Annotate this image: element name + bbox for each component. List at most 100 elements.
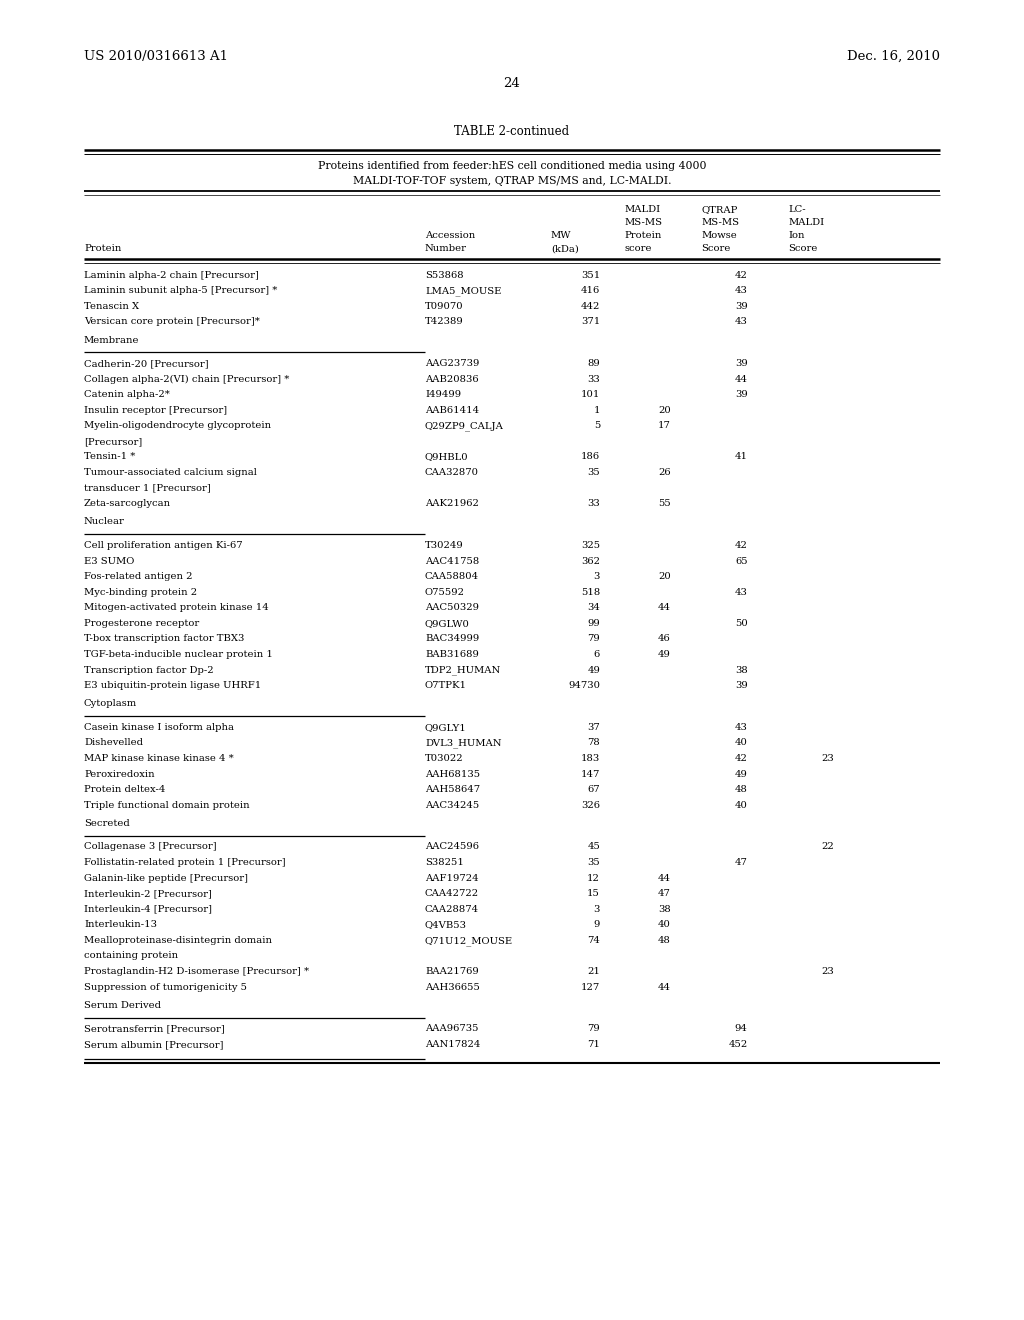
Text: 44: 44 — [657, 982, 671, 991]
Text: 22: 22 — [822, 842, 835, 851]
Text: 38: 38 — [735, 665, 748, 675]
Text: 9: 9 — [594, 920, 600, 929]
Text: 42: 42 — [734, 271, 748, 280]
Text: transducer 1 [Precursor]: transducer 1 [Precursor] — [84, 483, 211, 492]
Text: O75592: O75592 — [425, 587, 465, 597]
Text: Secreted: Secreted — [84, 818, 130, 828]
Text: 79: 79 — [588, 635, 600, 643]
Text: 42: 42 — [734, 754, 748, 763]
Text: Score: Score — [701, 244, 731, 253]
Text: Peroxiredoxin: Peroxiredoxin — [84, 770, 155, 779]
Text: Myelin-oligodendrocyte glycoprotein: Myelin-oligodendrocyte glycoprotein — [84, 421, 271, 430]
Text: Laminin subunit alpha-5 [Precursor] *: Laminin subunit alpha-5 [Precursor] * — [84, 286, 278, 296]
Text: Serum albumin [Precursor]: Serum albumin [Precursor] — [84, 1040, 223, 1049]
Text: 33: 33 — [588, 375, 600, 384]
Text: Catenin alpha-2*: Catenin alpha-2* — [84, 391, 170, 399]
Text: 39: 39 — [735, 359, 748, 368]
Text: 42: 42 — [734, 541, 748, 550]
Text: DVL3_HUMAN: DVL3_HUMAN — [425, 738, 502, 748]
Text: 94: 94 — [734, 1024, 748, 1034]
Text: Q9HBL0: Q9HBL0 — [425, 453, 469, 462]
Text: 183: 183 — [581, 754, 600, 763]
Text: Fos-related antigen 2: Fos-related antigen 2 — [84, 572, 193, 581]
Text: 94730: 94730 — [568, 681, 600, 690]
Text: 20: 20 — [658, 572, 671, 581]
Text: T-box transcription factor TBX3: T-box transcription factor TBX3 — [84, 635, 245, 643]
Text: 371: 371 — [581, 317, 600, 326]
Text: Cytoplasm: Cytoplasm — [84, 700, 137, 709]
Text: T30249: T30249 — [425, 541, 464, 550]
Text: 34: 34 — [587, 603, 600, 612]
Text: MALDI: MALDI — [625, 205, 660, 214]
Text: AAB20836: AAB20836 — [425, 375, 478, 384]
Text: 186: 186 — [581, 453, 600, 462]
Text: 23: 23 — [822, 754, 835, 763]
Text: 46: 46 — [658, 635, 671, 643]
Text: Q9GLW0: Q9GLW0 — [425, 619, 470, 628]
Text: TDP2_HUMAN: TDP2_HUMAN — [425, 665, 501, 676]
Text: 362: 362 — [581, 557, 600, 565]
Text: Q9GLY1: Q9GLY1 — [425, 723, 467, 731]
Text: Cell proliferation antigen Ki-67: Cell proliferation antigen Ki-67 — [84, 541, 243, 550]
Text: 20: 20 — [658, 405, 671, 414]
Text: 325: 325 — [581, 541, 600, 550]
Text: 47: 47 — [734, 858, 748, 867]
Text: [Precursor]: [Precursor] — [84, 437, 142, 446]
Text: 71: 71 — [587, 1040, 600, 1049]
Text: 44: 44 — [657, 603, 671, 612]
Text: Galanin-like peptide [Precursor]: Galanin-like peptide [Precursor] — [84, 874, 248, 883]
Text: 1: 1 — [594, 405, 600, 414]
Text: AAN17824: AAN17824 — [425, 1040, 480, 1049]
Text: E3 SUMO: E3 SUMO — [84, 557, 134, 565]
Text: TGF-beta-inducible nuclear protein 1: TGF-beta-inducible nuclear protein 1 — [84, 649, 272, 659]
Text: 40: 40 — [734, 801, 748, 809]
Text: 47: 47 — [657, 890, 671, 898]
Text: Suppression of tumorigenicity 5: Suppression of tumorigenicity 5 — [84, 982, 247, 991]
Text: Q4VB53: Q4VB53 — [425, 920, 467, 929]
Text: S38251: S38251 — [425, 858, 464, 867]
Text: Protein: Protein — [84, 244, 121, 253]
Text: Mealloproteinase-disintegrin domain: Mealloproteinase-disintegrin domain — [84, 936, 272, 945]
Text: 50: 50 — [735, 619, 748, 628]
Text: 37: 37 — [588, 723, 600, 731]
Text: LMA5_MOUSE: LMA5_MOUSE — [425, 286, 502, 296]
Text: Q71U12_MOUSE: Q71U12_MOUSE — [425, 936, 513, 945]
Text: 48: 48 — [657, 936, 671, 945]
Text: T09070: T09070 — [425, 302, 464, 310]
Text: 518: 518 — [581, 587, 600, 597]
Text: 45: 45 — [587, 842, 600, 851]
Text: 99: 99 — [588, 619, 600, 628]
Text: 21: 21 — [587, 968, 600, 975]
Text: 24: 24 — [504, 77, 520, 90]
Text: 452: 452 — [728, 1040, 748, 1049]
Text: Transcription factor Dp-2: Transcription factor Dp-2 — [84, 665, 214, 675]
Text: Protein deltex-4: Protein deltex-4 — [84, 785, 165, 795]
Text: T42389: T42389 — [425, 317, 464, 326]
Text: score: score — [625, 244, 652, 253]
Text: 23: 23 — [822, 968, 835, 975]
Text: Follistatin-related protein 1 [Precursor]: Follistatin-related protein 1 [Precursor… — [84, 858, 286, 867]
Text: 351: 351 — [581, 271, 600, 280]
Text: Proteins identified from feeder:hES cell conditioned media using 4000: Proteins identified from feeder:hES cell… — [317, 161, 707, 172]
Text: Accession: Accession — [425, 231, 475, 240]
Text: 39: 39 — [735, 391, 748, 399]
Text: Dishevelled: Dishevelled — [84, 738, 143, 747]
Text: MAP kinase kinase kinase 4 *: MAP kinase kinase kinase 4 * — [84, 754, 233, 763]
Text: Triple functional domain protein: Triple functional domain protein — [84, 801, 250, 809]
Text: Serum Derived: Serum Derived — [84, 1001, 161, 1010]
Text: Serotransferrin [Precursor]: Serotransferrin [Precursor] — [84, 1024, 224, 1034]
Text: Protein: Protein — [625, 231, 662, 240]
Text: 41: 41 — [734, 453, 748, 462]
Text: 38: 38 — [658, 904, 671, 913]
Text: Versican core protein [Precursor]*: Versican core protein [Precursor]* — [84, 317, 260, 326]
Text: (kDa): (kDa) — [551, 244, 579, 253]
Text: BAA21769: BAA21769 — [425, 968, 478, 975]
Text: 12: 12 — [587, 874, 600, 883]
Text: CAA58804: CAA58804 — [425, 572, 479, 581]
Text: 39: 39 — [735, 681, 748, 690]
Text: 101: 101 — [581, 391, 600, 399]
Text: Membrane: Membrane — [84, 335, 139, 345]
Text: 67: 67 — [588, 785, 600, 795]
Text: 39: 39 — [735, 302, 748, 310]
Text: 15: 15 — [587, 890, 600, 898]
